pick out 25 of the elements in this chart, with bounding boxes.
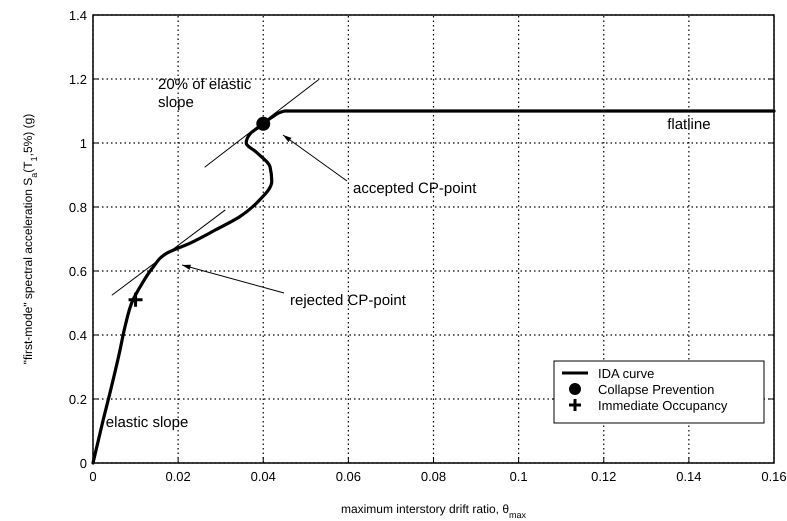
legend-label: Immediate Occupancy: [598, 398, 728, 413]
y-tick-label: 0: [80, 456, 87, 471]
x-tick-label: 0.04: [250, 469, 276, 484]
legend-label: Collapse Prevention: [598, 382, 714, 397]
y-tick-label: 1: [80, 136, 87, 151]
x-tick-label: 0: [89, 469, 97, 484]
y-tick-label: 0.2: [68, 392, 87, 407]
x-tick-label: 0.14: [676, 469, 702, 484]
x-tick-label: 0.08: [420, 469, 446, 484]
y-tick-label: 0.6: [68, 264, 87, 279]
x-tick-label: 0.06: [336, 469, 362, 484]
annotation: elastic slope: [106, 414, 188, 431]
x-tick-label: 0.1: [510, 469, 528, 484]
annotation: rejected CP-point: [290, 292, 407, 309]
x-tick-label: 0.12: [591, 469, 616, 484]
y-tick-label: 1.4: [68, 8, 87, 23]
legend-label: IDA curve: [598, 366, 654, 381]
annotation: flatline: [667, 116, 711, 133]
y-tick-label: 1.2: [68, 72, 87, 87]
y-tick-label: 0.8: [68, 200, 87, 215]
y-tick-label: 0.4: [68, 328, 87, 343]
annotation: accepted CP-point: [353, 180, 478, 197]
x-tick-label: 0.16: [761, 469, 787, 484]
x-tick-label: 0.02: [165, 469, 191, 484]
x-axis-title: maximum interstory drift ratio, θ$_{max}$: [340, 502, 527, 520]
